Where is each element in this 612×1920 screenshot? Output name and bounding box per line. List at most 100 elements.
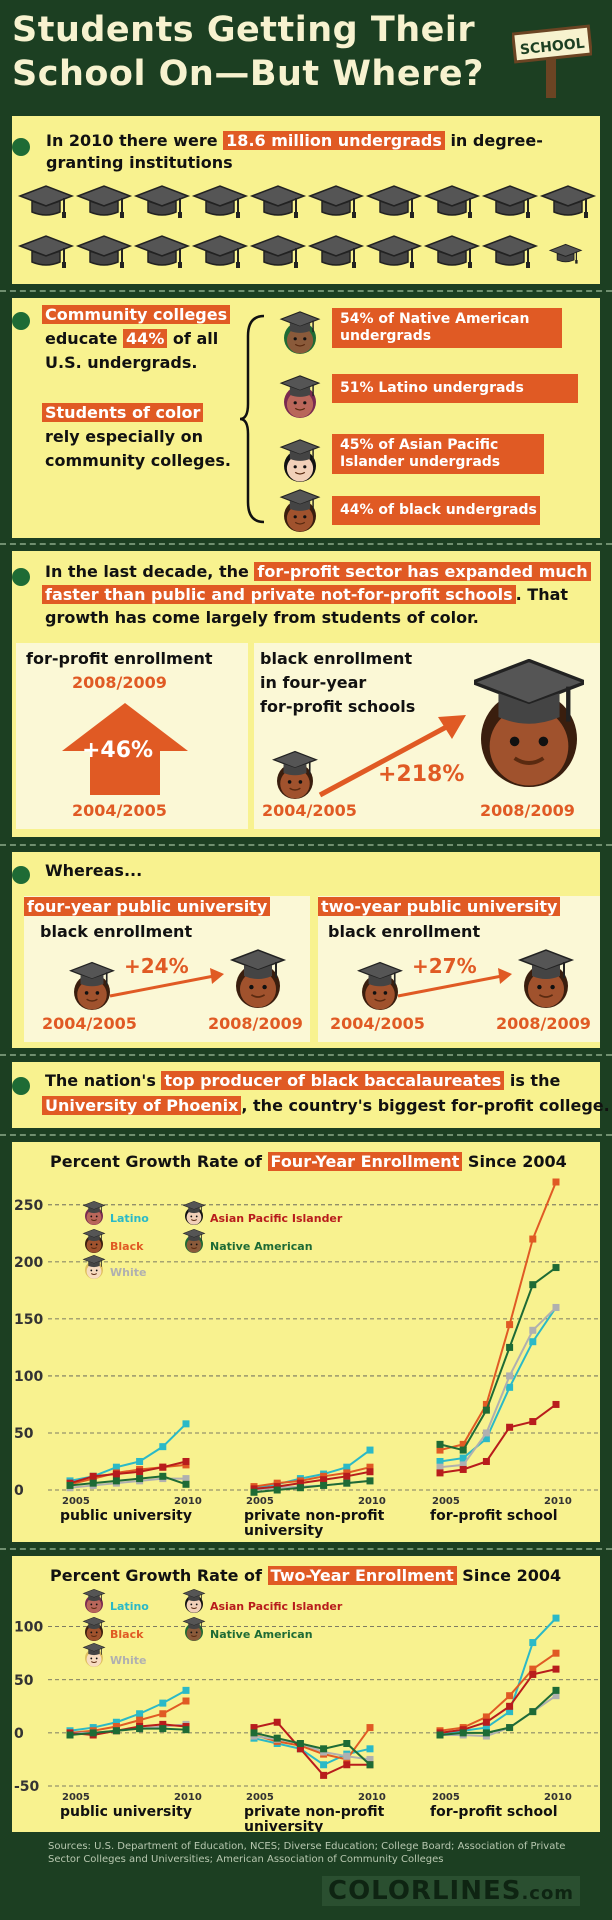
data-point	[320, 1761, 328, 1769]
fy-arrow-icon	[109, 968, 224, 998]
data-point	[529, 1281, 537, 1289]
legend-face-icon	[82, 1616, 106, 1641]
data-point	[159, 1472, 167, 1480]
data-point	[136, 1725, 144, 1733]
grad-cap-icon	[75, 185, 133, 218]
fy-public-highlight: four-year public university	[24, 897, 271, 916]
chart-two-year: Percent Growth Rate of Two-Year Enrollme…	[12, 1556, 600, 1832]
two-year-public-box: two-year public university black enrollm…	[318, 896, 600, 1042]
ty-public-highlight: two-year public university	[318, 897, 561, 916]
data-point	[529, 1418, 537, 1426]
bar-latino-l1: 51% Latino undergrads	[340, 380, 524, 396]
s3-l1-pre: In the last decade, the	[45, 562, 255, 581]
legend-face-icon	[82, 1200, 106, 1225]
separator	[0, 1054, 612, 1057]
data-point	[529, 1326, 537, 1334]
data-point	[552, 1665, 560, 1673]
group-label: public university	[60, 1508, 192, 1524]
data-point	[320, 1481, 328, 1489]
logo-text: COLORLINES	[328, 1876, 522, 1906]
y-tick-label: -50	[14, 1779, 40, 1795]
data-point	[112, 1470, 120, 1478]
series-line-black	[439, 1652, 557, 1732]
x-tick-label: 2005	[246, 1496, 274, 1507]
data-point	[182, 1457, 190, 1465]
group-label: university	[244, 1819, 323, 1832]
legend-face-icon	[82, 1228, 106, 1253]
separator	[0, 290, 612, 293]
data-point	[66, 1731, 74, 1739]
data-point	[506, 1423, 514, 1431]
data-point	[273, 1718, 281, 1726]
data-point	[482, 1429, 490, 1437]
data-point	[482, 1729, 490, 1737]
ty-percent: +27%	[412, 954, 477, 978]
data-point	[273, 1486, 281, 1494]
data-point	[182, 1686, 190, 1694]
ty-start: 2004/2005	[330, 1014, 425, 1033]
data-point	[552, 1649, 560, 1657]
data-point	[506, 1372, 514, 1380]
y-tick-label: 250	[14, 1198, 43, 1214]
separator	[0, 1548, 612, 1551]
x-tick-label: 2010	[174, 1792, 202, 1803]
latino-student-icon	[279, 375, 321, 418]
be-l2: in four-year	[260, 673, 367, 692]
data-point	[182, 1480, 190, 1488]
cc-44-highlight: 44%	[123, 329, 168, 348]
data-point	[459, 1465, 467, 1473]
series-line-asian-pacific-islander	[439, 1668, 557, 1734]
separator	[0, 844, 612, 847]
data-point	[136, 1716, 144, 1724]
bar-native-l1: 54% of Native American	[340, 311, 530, 327]
data-point	[320, 1745, 328, 1753]
be-percent: +218%	[378, 762, 465, 787]
series-line-native-american	[253, 1479, 371, 1494]
data-point	[159, 1710, 167, 1718]
bullet-dot	[12, 568, 30, 586]
stat-bar-asian: 45% of Asian Pacific Islander undergrads	[332, 434, 544, 474]
legend-face-icon	[182, 1200, 206, 1225]
title-line-1: Students Getting Their	[12, 10, 476, 50]
legend-entry: Latino	[110, 1600, 149, 1613]
grad-cap-icon	[423, 235, 481, 268]
grad-cap-icon	[17, 235, 75, 268]
x-tick-label: 2010	[358, 1496, 386, 1507]
data-point	[506, 1702, 514, 1710]
data-point	[506, 1343, 514, 1351]
y-tick-label: 100	[14, 1369, 43, 1385]
legend-entry: Native American	[210, 1240, 313, 1253]
data-point	[529, 1235, 537, 1243]
data-point	[343, 1752, 351, 1760]
section-for-profit: In the last decade, the for-profit secto…	[12, 551, 600, 837]
y-tick-label: 200	[14, 1255, 43, 1271]
c1-title-pre: Percent Growth Rate of	[50, 1152, 268, 1171]
grad-cap-icon	[481, 185, 539, 218]
sources-text: Sources: U.S. Department of Education, N…	[48, 1841, 566, 1865]
brace-icon	[239, 314, 265, 524]
ty-end: 2008/2009	[496, 1014, 591, 1033]
stat-bar-black: 44% of black undergrads	[332, 496, 540, 525]
bullet-dot	[12, 1077, 30, 1095]
data-point	[459, 1729, 467, 1737]
native-student-icon	[279, 311, 321, 354]
data-point	[552, 1614, 560, 1622]
data-point	[112, 1727, 120, 1735]
for-profit-enrollment-box: for-profit enrollment 2008/2009 +46% 200…	[16, 643, 248, 829]
x-tick-label: 2005	[432, 1792, 460, 1803]
series-line-native-american	[439, 1689, 557, 1736]
grad-cap-icon	[365, 185, 423, 218]
data-point	[436, 1469, 444, 1477]
data-point	[459, 1446, 467, 1454]
x-tick-label: 2005	[246, 1792, 274, 1803]
data-point	[182, 1420, 190, 1428]
data-point	[506, 1692, 514, 1700]
be-l3: for-profit schools	[260, 697, 416, 716]
section-phoenix: The nation's top producer of black bacca…	[12, 1062, 610, 1128]
cc-l3: U.S. undergrads.	[45, 353, 198, 372]
legend-entry: White	[110, 1266, 146, 1279]
data-point	[182, 1475, 190, 1483]
legend-entry: Native American	[210, 1628, 313, 1641]
data-point	[296, 1745, 304, 1753]
fp-percent: +46%	[82, 738, 154, 763]
